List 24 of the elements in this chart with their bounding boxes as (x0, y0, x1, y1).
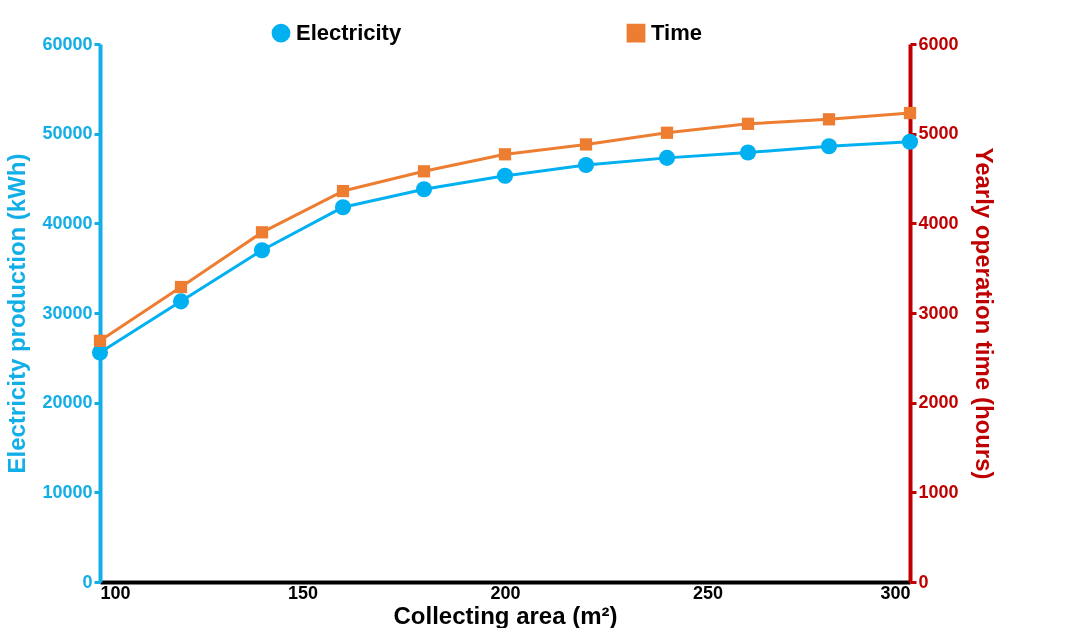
y-tick-label: 40000 (42, 212, 93, 233)
y2-tick-label: 2000 (918, 392, 959, 413)
legend-label: Time (651, 20, 702, 46)
y2-tick-label: 4000 (918, 212, 959, 233)
y2-tick-label: 0 (918, 571, 929, 592)
y-tick-label: 10000 (42, 481, 93, 502)
y2-tick-label: 6000 (918, 33, 959, 54)
y2-tick-label: 3000 (918, 302, 959, 323)
y2-tick-label: 5000 (918, 123, 959, 144)
x-tick-label: 100 (100, 582, 131, 603)
y-tick-label: 0 (82, 571, 93, 592)
x-tick-label: 150 (287, 582, 319, 603)
x-tick-label: 200 (490, 582, 521, 603)
y-tick-label: 50000 (42, 123, 93, 144)
x-tick-label: 300 (880, 582, 911, 603)
y-tick-label: 60000 (42, 33, 93, 54)
x-axis-title: Collecting area (m²) (393, 601, 618, 629)
y-tick-label: 20000 (42, 392, 93, 413)
x-tick-label: 250 (692, 582, 724, 603)
y-tick-label: 30000 (42, 302, 93, 323)
legend-label: Electricity (296, 20, 402, 46)
y2-tick-label: 1000 (918, 481, 959, 502)
y2-axis-title: Yearly operation time (hours) (970, 147, 998, 480)
y-axis-title: Electricity production (kWh) (3, 153, 31, 474)
